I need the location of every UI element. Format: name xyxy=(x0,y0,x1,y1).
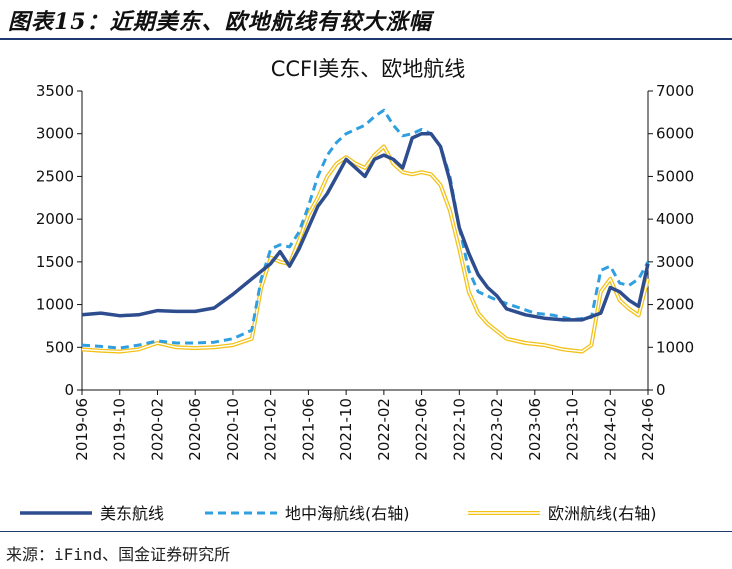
series-line-us-east xyxy=(81,131,650,322)
x-tick-label: 2023-02 xyxy=(488,398,506,461)
legend-eu: 欧洲航线(右轴) xyxy=(468,504,657,523)
x-tick-label: 2020-02 xyxy=(148,398,166,461)
x-tick-label: 2023-06 xyxy=(526,398,544,461)
y-right-tick-label: 5000 xyxy=(656,167,694,185)
y-right-tick-label: 7000 xyxy=(656,82,694,100)
legend-med: 地中海航线(右轴) xyxy=(205,504,410,523)
y-left-tick-label: 3500 xyxy=(36,82,74,100)
y-left-tick-label: 2500 xyxy=(36,167,74,185)
x-tick-label: 2019-06 xyxy=(73,398,91,461)
chart: CCFI美东、欧地航线 0 500 1000 1500 2000 2500 3000 3500… xyxy=(20,57,694,523)
y-left-tick-label: 3000 xyxy=(36,125,74,143)
x-tick-label: 2021-02 xyxy=(262,398,280,461)
y-right-tick-label: 1000 xyxy=(656,338,694,356)
source-divider xyxy=(0,531,732,532)
y-left-tick-label: 1000 xyxy=(36,296,74,314)
y-right-tick-label: 6000 xyxy=(656,125,694,143)
x-tick-label: 2023-10 xyxy=(564,398,582,461)
y-right-tick-label: 4000 xyxy=(656,210,694,228)
y-left-tick-label: 1500 xyxy=(36,253,74,271)
series-line-med xyxy=(81,108,650,350)
x-tick-label: 2020-10 xyxy=(224,398,242,461)
x-tick-label: 2021-06 xyxy=(299,398,317,461)
series-line-eu-inner xyxy=(81,145,649,353)
legend: 美东航线 地中海航线(右轴) 欧洲航线(右轴) xyxy=(20,504,657,523)
x-tick-label: 2024-06 xyxy=(639,398,657,461)
legend-eu-label: 欧洲航线(右轴) xyxy=(548,504,657,523)
y-right-tick-label: 0 xyxy=(656,381,666,399)
y-right-tick-label: 3000 xyxy=(656,253,694,271)
x-tick-label: 2022-06 xyxy=(413,398,431,461)
top-divider xyxy=(0,38,732,40)
x-tick-label: 2021-10 xyxy=(337,398,355,461)
y-left-tick-label: 0 xyxy=(64,381,74,399)
y-left-tick-label: 2000 xyxy=(36,210,74,228)
x-tick-label: 2022-02 xyxy=(375,398,393,461)
legend-us-east: 美东航线 xyxy=(20,504,164,523)
x-tick-label: 2020-06 xyxy=(186,398,204,461)
figure-title: 图表15：近期美东、欧地航线有较大涨幅 xyxy=(8,9,432,35)
x-tick-label: 2024-02 xyxy=(601,398,619,461)
chart-title: CCFI美东、欧地航线 xyxy=(271,57,466,81)
source-note: 来源：iFind、国金证券研究所 xyxy=(6,545,231,564)
x-tick-label: 2019-10 xyxy=(111,398,129,461)
x-tick-label: 2022-10 xyxy=(450,398,468,461)
y-left-tick-label: 500 xyxy=(45,338,74,356)
legend-us-east-label: 美东航线 xyxy=(100,504,164,523)
legend-med-label: 地中海航线(右轴) xyxy=(285,504,410,523)
y-right-tick-label: 2000 xyxy=(656,296,694,314)
